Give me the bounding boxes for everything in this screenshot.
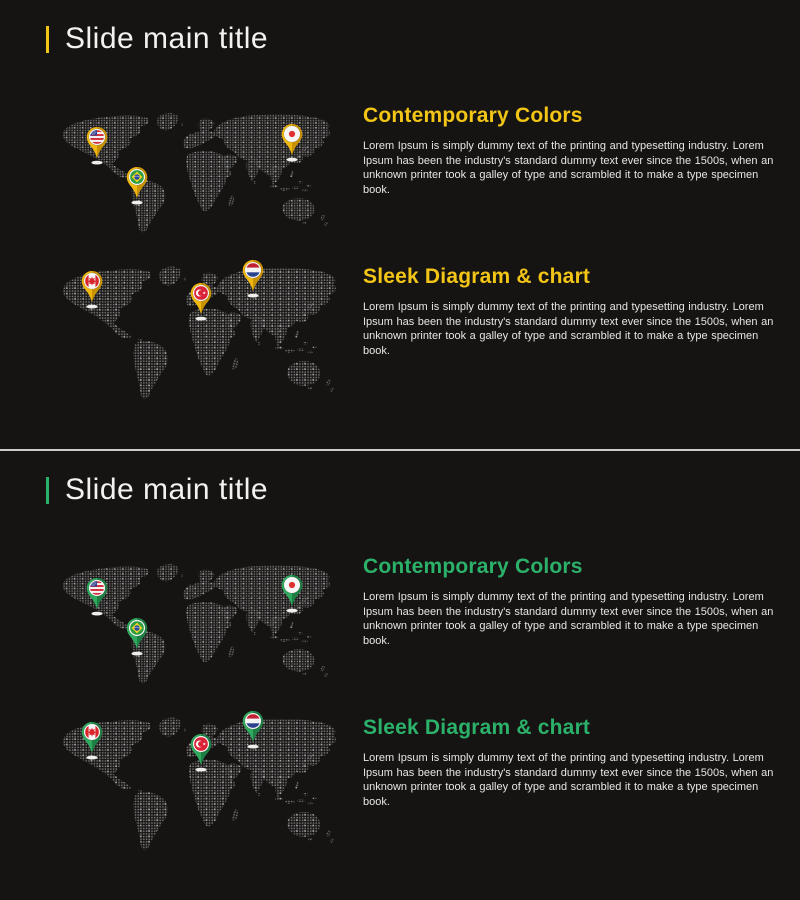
title-accent-bar [46, 25, 49, 53]
section-body: Lorem Ipsum is simply dummy text of the … [363, 591, 774, 647]
world-map-svg [55, 561, 333, 687]
world-map-svg [55, 110, 333, 236]
slide-title: Slide main title [65, 473, 269, 506]
world-map-dotted [55, 263, 339, 403]
text-section-contemporary-colors: Contemporary Colors Lorem Ipsum is simpl… [363, 555, 787, 649]
text-section-contemporary-colors: Contemporary Colors Lorem Ipsum is simpl… [363, 104, 787, 198]
section-body: Lorem Ipsum is simply dummy text of the … [363, 140, 774, 196]
slide-title-block: Slide main title [46, 22, 268, 56]
slide-title-block: Slide main title [46, 473, 268, 507]
section-heading: Contemporary Colors [363, 104, 583, 127]
world-map-dotted [55, 110, 333, 236]
section-heading: Sleek Diagram & chart [363, 716, 591, 739]
section-heading: Sleek Diagram & chart [363, 265, 591, 288]
slide-title: Slide main title [65, 22, 269, 55]
world-map-dotted [55, 714, 339, 854]
text-section-sleek-diagram: Sleek Diagram & chart Lorem Ipsum is sim… [363, 265, 787, 359]
text-section-sleek-diagram: Sleek Diagram & chart Lorem Ipsum is sim… [363, 716, 787, 810]
world-map-svg [55, 714, 339, 854]
slide-green-variant[interactable]: Slide main title [0, 451, 800, 900]
slide-yellow-variant[interactable]: Slide main title [0, 0, 800, 449]
slide-divider [0, 449, 800, 451]
section-body: Lorem Ipsum is simply dummy text of the … [363, 301, 774, 357]
section-body: Lorem Ipsum is simply dummy text of the … [363, 752, 774, 808]
world-map-dotted [55, 561, 333, 687]
world-map-svg [55, 263, 339, 403]
section-heading: Contemporary Colors [363, 555, 583, 578]
title-accent-bar [46, 476, 49, 504]
